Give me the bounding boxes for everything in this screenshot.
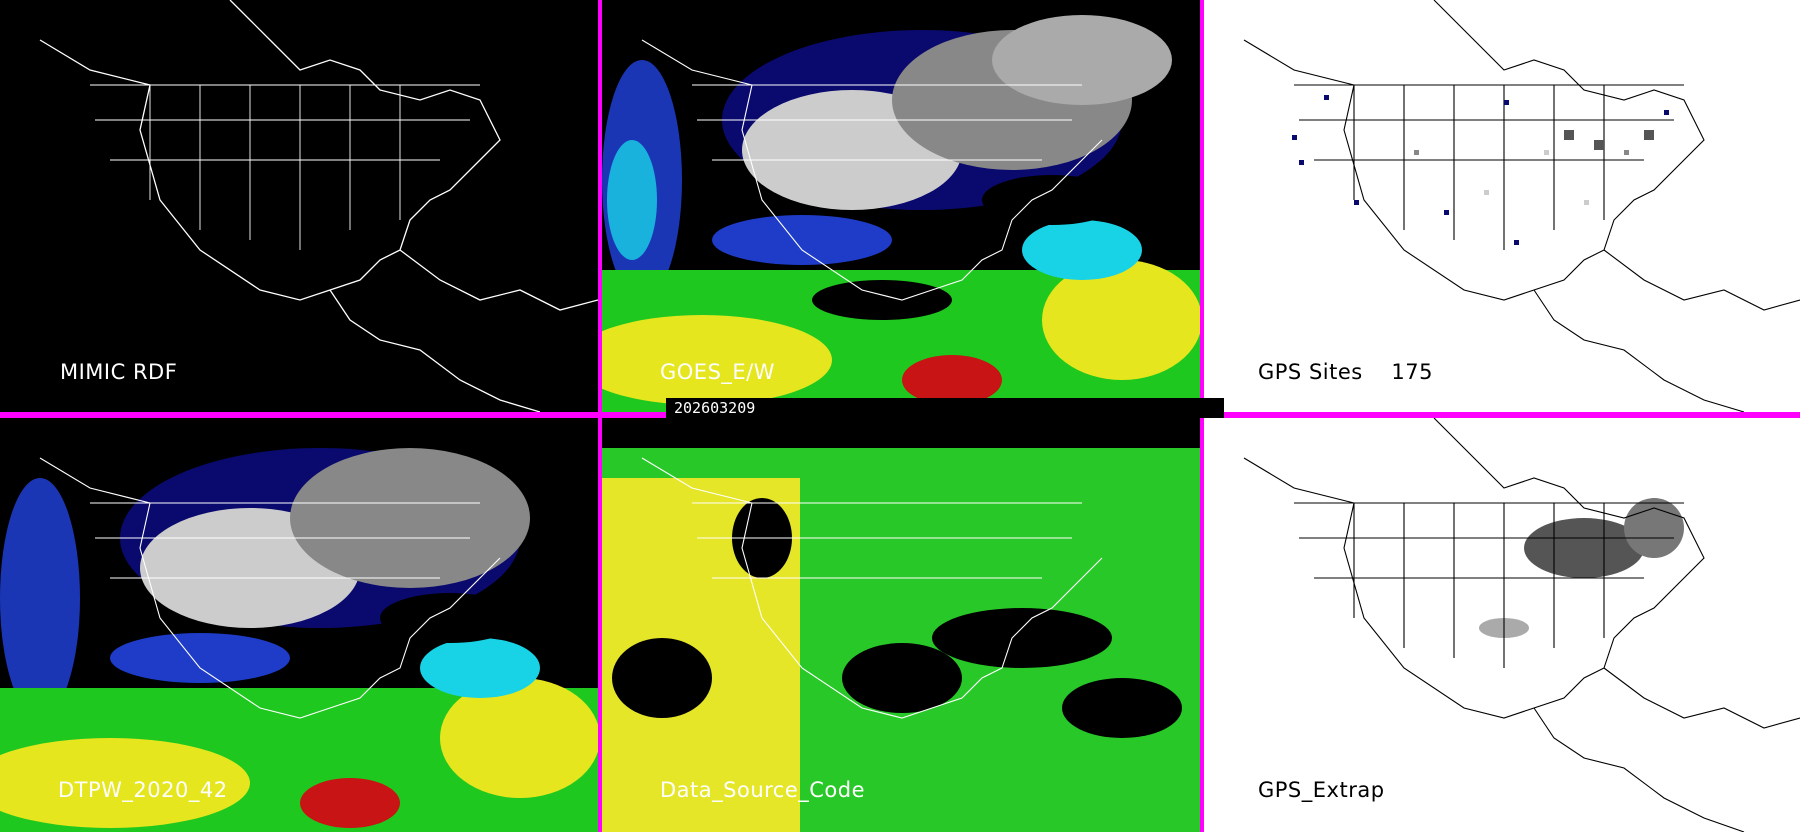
coastline-outline — [1243, 418, 1800, 832]
map-gps-sites — [1243, 0, 1800, 412]
extrap-field — [1479, 498, 1684, 638]
coastline-outline — [641, 457, 1103, 719]
timestamp-bar: 202603209 — [666, 398, 1224, 418]
gps-site-markers — [1292, 95, 1669, 245]
map-gps-extrap — [1243, 418, 1800, 832]
source-field — [602, 448, 1200, 832]
pw-field — [0, 448, 598, 832]
panel-label: GPS Sites 175 — [1258, 360, 1433, 384]
panel-data-source-code: Data_Source_Code — [602, 418, 1200, 832]
map-goes-ew — [602, 15, 1200, 412]
state-borders — [90, 84, 480, 250]
coastline-outline — [39, 0, 598, 412]
panel-goes-ew: GOES_E/W — [602, 0, 1200, 412]
panel-mimic-rdf: MIMIC RDF — [0, 0, 598, 412]
panel-gps-extrap: GPS_Extrap — [1204, 418, 1800, 832]
coastline-outline — [1243, 0, 1800, 412]
coastline-outline — [641, 39, 1103, 301]
pw-field — [602, 15, 1200, 412]
coastline-outline — [39, 457, 501, 719]
panel-gps-sites: GPS Sites 175 — [1204, 0, 1800, 412]
panel-label: GPS_Extrap — [1258, 778, 1385, 802]
map-data-source-code — [602, 448, 1200, 832]
panel-label: GOES_E/W — [660, 360, 776, 384]
panel-label: DTPW_2020_42 — [58, 778, 228, 802]
map-dtpw — [0, 448, 598, 832]
map-mimic-rdf — [39, 0, 598, 412]
panel-dtpw: DTPW_2020_42 — [0, 418, 598, 832]
panel-label: MIMIC RDF — [60, 360, 178, 384]
panel-label: Data_Source_Code — [660, 778, 866, 802]
